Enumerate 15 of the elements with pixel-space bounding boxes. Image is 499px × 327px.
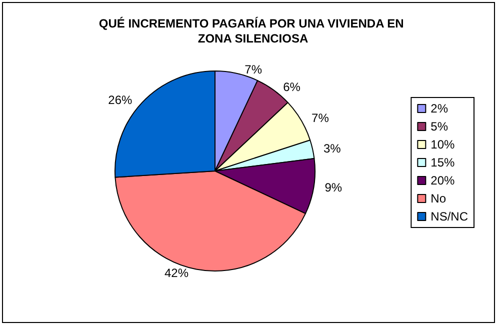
data-label: 42% xyxy=(164,266,189,280)
data-label: 7% xyxy=(312,111,330,126)
data-label: 9% xyxy=(324,180,342,194)
data-label: 26% xyxy=(108,92,133,107)
data-label: 6% xyxy=(283,80,301,94)
legend-label: No xyxy=(430,192,446,206)
legend-label: 10% xyxy=(430,138,456,152)
legend-label: 2% xyxy=(430,102,448,116)
legend-label: 5% xyxy=(430,120,448,134)
legend-label: 20% xyxy=(430,174,456,188)
legend-label: NS/NC xyxy=(430,210,468,224)
data-label: 3% xyxy=(323,141,342,156)
legend-label: 15% xyxy=(430,156,456,170)
data-label: 7% xyxy=(244,62,262,77)
chart-title: QUÉ INCREMENTO PAGARÍA POR UNA VIVIENDA EN ZONA SILENCIOSA xyxy=(98,16,408,46)
